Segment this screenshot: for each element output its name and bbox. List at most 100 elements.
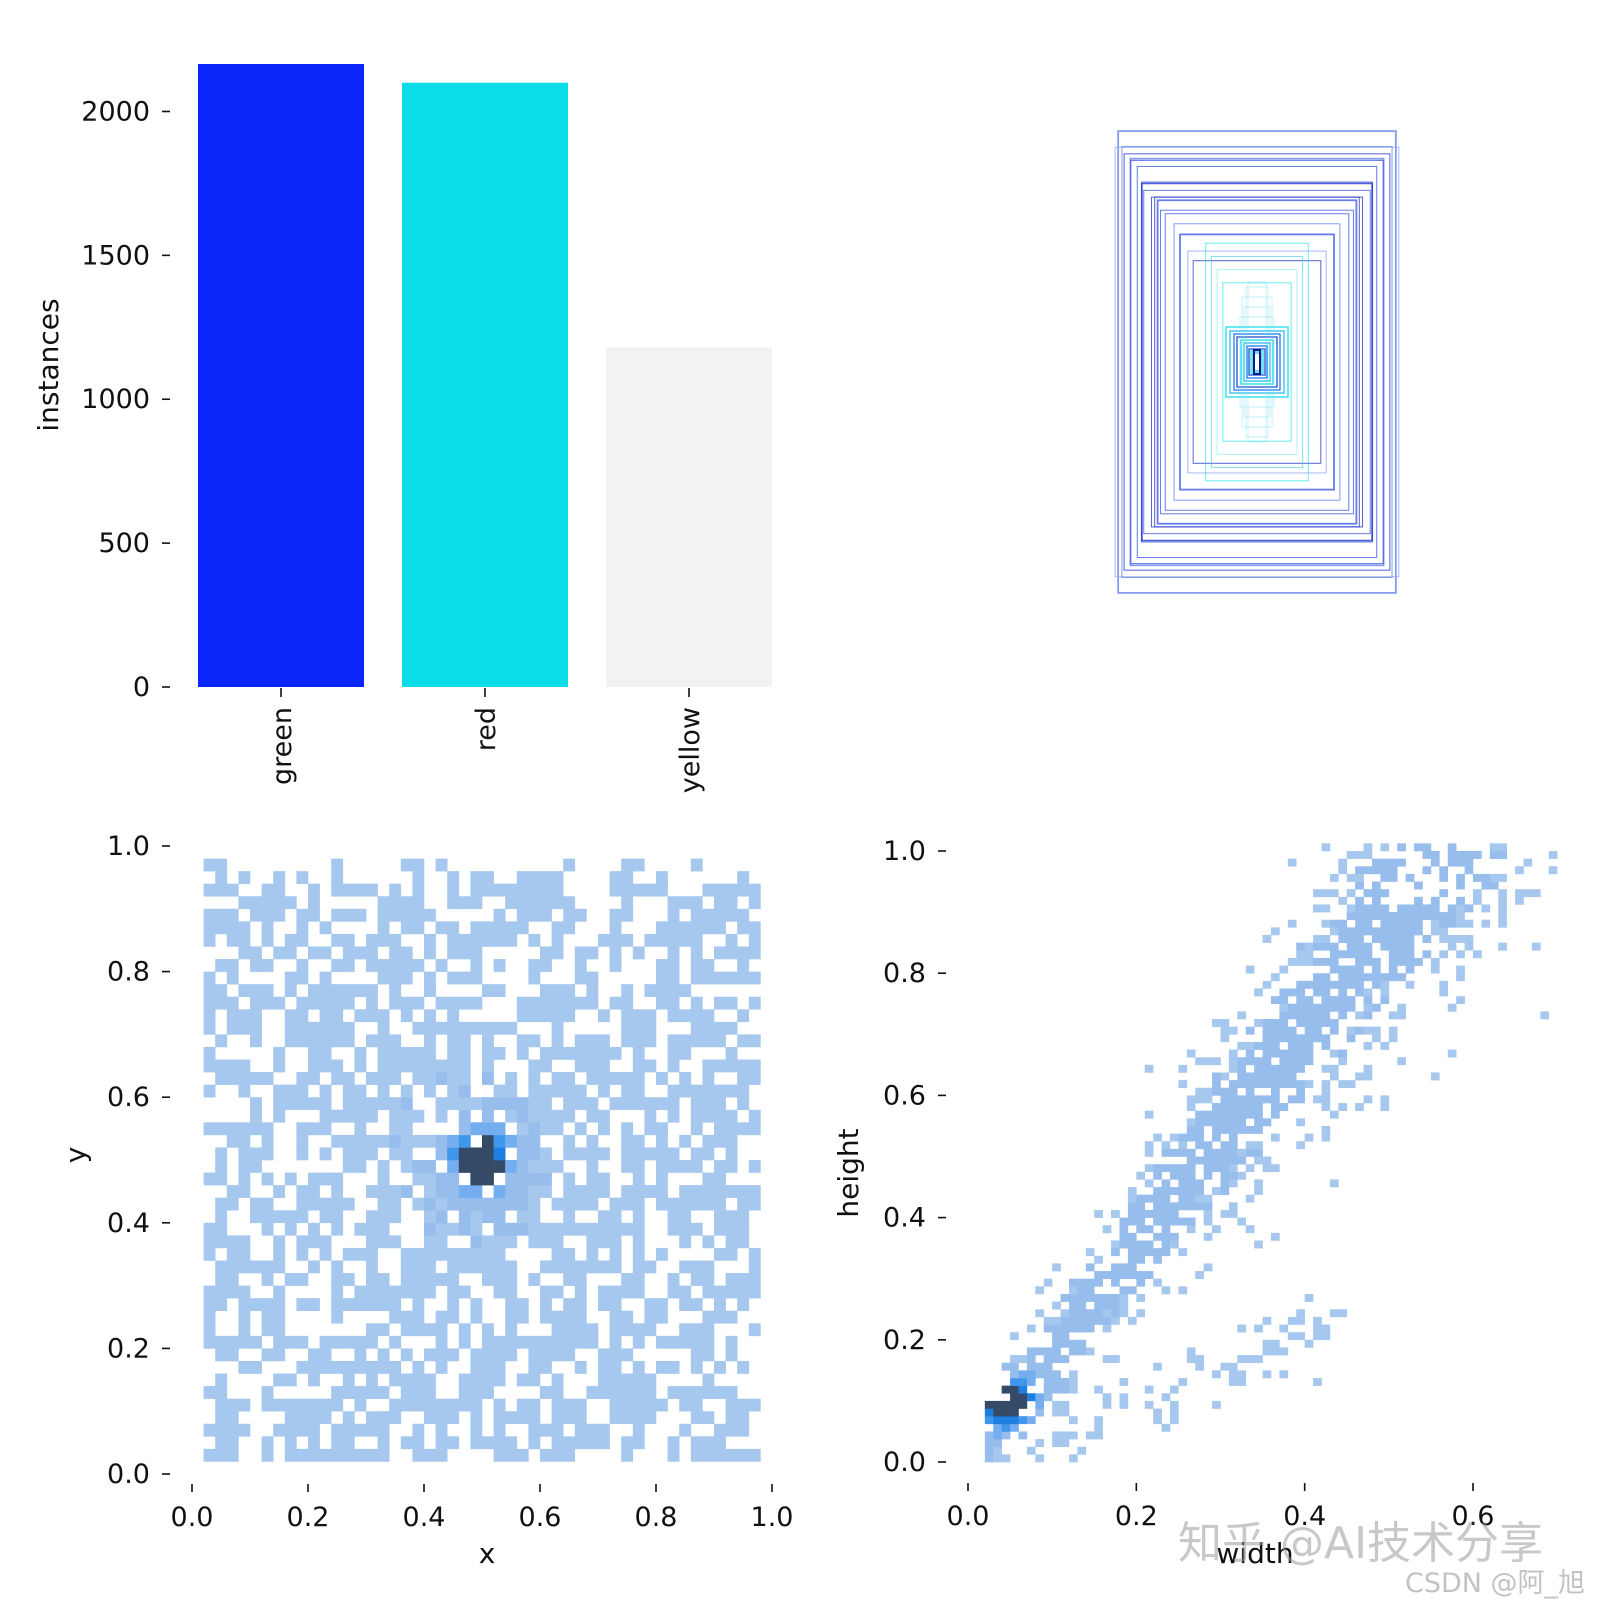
wh-heatmap-cell	[1372, 980, 1381, 989]
xy-heatmap-cell	[458, 1323, 471, 1337]
xy-heatmap-cell	[667, 933, 680, 947]
xy-heatmap-cell	[470, 1185, 483, 1198]
xy-heatmap-cell	[366, 959, 378, 972]
wh-heatmap-cell	[1380, 873, 1390, 882]
wh-heatmap-cell	[1304, 1019, 1314, 1027]
wh-heatmap-cell	[1372, 1026, 1381, 1035]
wh-heatmap-cell	[1094, 1309, 1103, 1318]
wh-heatmap-cell	[1271, 1110, 1280, 1119]
xy-heatmap-cell	[737, 946, 750, 960]
wh-heatmap-cell	[1338, 1080, 1348, 1089]
xy-heatmap-cell	[342, 1097, 355, 1111]
xy-heatmap-cell	[632, 1335, 645, 1349]
xy-heatmap-cell	[400, 996, 413, 1010]
xy-heatmap-cell	[319, 1448, 332, 1462]
xy-heatmap-cell	[528, 1084, 541, 1098]
wh-ytick-label: 0.4	[883, 1203, 926, 1234]
xy-heatmap-cell	[435, 921, 448, 935]
xy-heatmap-cell	[714, 1059, 726, 1073]
wh-heatmap-cell	[1329, 950, 1339, 959]
xy-heatmap-cell	[389, 946, 402, 960]
xy-heatmap-cell	[389, 1046, 402, 1060]
wh-heatmap-cell	[1026, 1355, 1036, 1364]
wh-heatmap-cell	[1321, 1003, 1331, 1012]
wh-heatmap-cell	[1069, 1324, 1078, 1333]
wh-heatmap-cell	[1077, 1301, 1087, 1310]
wh-heatmap-cell	[1338, 1057, 1348, 1066]
xy-heatmap-cell	[238, 896, 251, 910]
xy-heatmap-cell	[563, 1411, 576, 1425]
xy-heatmap-cell	[528, 896, 541, 910]
wh-heatmap-cell	[1195, 1194, 1204, 1203]
box-outline	[1123, 153, 1391, 571]
xy-heatmap-cell	[702, 1084, 715, 1098]
wh-heatmap-cell	[1372, 957, 1381, 966]
wh-heatmap-cell	[1069, 1431, 1078, 1440]
wh-heatmap-cell	[1296, 957, 1305, 966]
wh-heatmap-cell	[1254, 1103, 1263, 1111]
xy-heatmap-cell	[656, 1310, 668, 1324]
wh-heatmap-cell	[1363, 843, 1373, 852]
xy-heatmap-cell	[296, 1122, 309, 1136]
wh-heatmap-cell	[1271, 1103, 1280, 1111]
wh-heatmap-cell	[1237, 1156, 1247, 1165]
xy-heatmap-cell	[714, 1172, 726, 1186]
xy-heatmap-cell	[505, 1298, 518, 1312]
xy-heatmap-cell	[319, 1247, 332, 1261]
xy-heatmap-cell	[679, 1285, 692, 1299]
xy-heatmap-cell	[516, 1122, 529, 1136]
xy-heatmap-cell	[412, 1323, 425, 1337]
wh-heatmap-cell	[1372, 935, 1381, 943]
xy-heatmap-cell	[458, 933, 471, 947]
wh-heatmap-cell	[1489, 843, 1499, 852]
xy-heatmap-cell	[482, 1436, 494, 1450]
xy-heatmap-cell	[215, 1222, 228, 1236]
wh-heatmap-cell	[1422, 935, 1432, 943]
xy-heatmap-cell	[400, 1134, 413, 1148]
wh-heatmap-cell	[1144, 1064, 1154, 1073]
wh-heatmap-cell	[1456, 996, 1465, 1005]
xy-heatmap-cell	[389, 883, 402, 897]
xy-heatmap-cell	[284, 1273, 297, 1286]
wh-heatmap-cell	[1304, 980, 1314, 989]
xy-heatmap-cell	[632, 1185, 645, 1198]
xy-heatmap-cell	[563, 1310, 576, 1324]
wh-heatmap-cell	[1287, 1026, 1297, 1035]
wh-heatmap-cell	[1430, 912, 1440, 921]
xy-heatmap-cell	[528, 1147, 541, 1161]
xy-heatmap-cell	[389, 1122, 402, 1136]
wh-heatmap-cell	[1313, 988, 1322, 997]
wh-heatmap-cell	[1127, 1263, 1137, 1272]
wh-heatmap-cell	[1430, 904, 1440, 913]
xy-heatmap-cell	[482, 921, 494, 935]
wh-heatmap-cell	[1035, 1347, 1045, 1356]
xy-heatmap-cell	[400, 1285, 413, 1299]
wh-heatmap-cell	[1372, 866, 1381, 875]
xy-heatmap-cell	[308, 1034, 320, 1048]
xy-heatmap-cell	[540, 908, 552, 922]
wh-heatmap-cell	[1043, 1385, 1053, 1394]
xy-heatmap-cell	[667, 1046, 680, 1060]
wh-heatmap-cell	[1262, 935, 1272, 943]
xy-heatmap-cell	[331, 1386, 344, 1399]
wh-heatmap-cell	[1102, 1293, 1112, 1302]
xy-heatmap-cell	[447, 921, 460, 935]
xy-heatmap-cell	[424, 1046, 436, 1060]
xy-heatmap-cell	[528, 1134, 541, 1148]
xy-heatmap-cell	[412, 1436, 425, 1450]
wh-heatmap-cell	[1355, 904, 1364, 913]
wh-heatmap-cell	[1102, 1355, 1112, 1364]
wh-heatmap-cell	[1346, 889, 1356, 898]
xy-heatmap-cell	[482, 1097, 494, 1111]
xy-heatmap-cell	[250, 1009, 262, 1023]
wh-heatmap-cell	[1228, 1064, 1238, 1073]
xy-heatmap-cell	[540, 1185, 552, 1198]
xy-heatmap-cell	[458, 1398, 471, 1412]
wh-heatmap-cell	[1136, 1225, 1146, 1234]
xy-heatmap-cell	[632, 1197, 645, 1211]
xy-heatmap-cell	[412, 1398, 425, 1412]
xy-heatmap-cell	[632, 1147, 645, 1161]
wh-heatmap-cell	[1153, 1133, 1162, 1142]
xy-heatmap-cell	[714, 1222, 726, 1236]
xy-heatmap-cell	[424, 1285, 436, 1299]
